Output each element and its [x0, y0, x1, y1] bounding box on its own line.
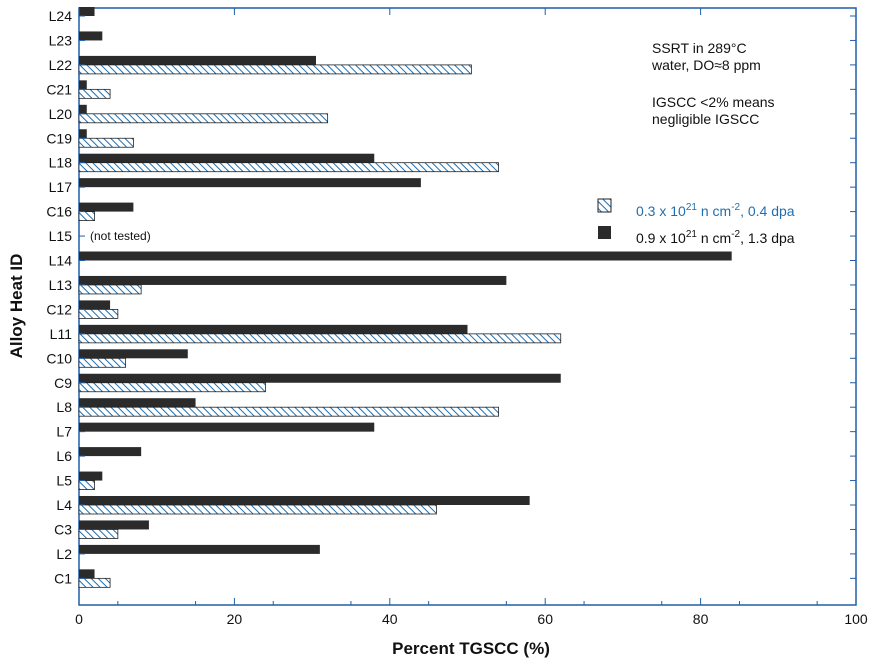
bar-hatched-l20: [78, 113, 329, 124]
legend-swatch-hatched: [597, 198, 612, 213]
y-tick-label-c12: C12: [46, 301, 72, 317]
y-tick-label-l20: L20: [49, 106, 73, 122]
bar-solid-c19: [79, 129, 87, 139]
bar-solid-l14: [79, 251, 732, 261]
bar-hatched-c12: [78, 308, 119, 319]
bar-hatched-c9: [78, 382, 266, 393]
x-tick-label-60: 60: [537, 611, 553, 627]
bar-hatched-c16: [78, 211, 95, 222]
criterion-text-line1: IGSCC <2% means: [652, 94, 775, 110]
bar-hatched-l4: [78, 504, 437, 515]
y-tick-label-c9: C9: [54, 375, 72, 391]
bar-solid-c16: [79, 202, 134, 212]
y-tick-label-l6: L6: [56, 448, 72, 464]
conditions-text-line2: water, DO≈8 ppm: [651, 57, 761, 73]
bar-solid-l23: [79, 31, 103, 41]
y-tick-label-l2: L2: [56, 546, 72, 562]
y-tick-label-l14: L14: [49, 253, 73, 269]
legend-label-high-dose: 0.9 x 1021 n cm-2, 1.3 dpa: [636, 229, 795, 246]
bar-hatched-l22: [78, 64, 472, 75]
bar-solid-l17: [79, 178, 421, 188]
x-tick-label-40: 40: [382, 611, 398, 627]
y-tick-label-l7: L7: [56, 424, 72, 440]
bar-hatched-l18: [78, 162, 499, 173]
bar-solid-c9: [79, 373, 561, 383]
y-tick-label-l5: L5: [56, 473, 72, 489]
x-tick-label-20: 20: [227, 611, 243, 627]
y-tick-label-l11: L11: [50, 326, 73, 342]
legend: 0.3 x 1021 n cm-2, 0.4 dpa 0.9 x 1021 n …: [597, 198, 795, 246]
bar-hatched-c3: [78, 529, 119, 539]
bar-hatched-c10: [78, 357, 127, 368]
bar-solid-c10: [79, 349, 188, 359]
x-tick-label-100: 100: [844, 611, 868, 627]
bar-hatched-l11: [78, 333, 562, 344]
bar-hatched-c19: [78, 137, 134, 148]
bar-solid-l24: [79, 7, 95, 16]
bar-solid-l2: [79, 544, 320, 554]
bar-solid-l11: [79, 324, 468, 334]
y-tick-label-c3: C3: [54, 521, 72, 537]
y-tick-label-l17: L17: [49, 179, 73, 195]
bar-hatched-l13: [78, 284, 142, 295]
y-tick-label-l4: L4: [56, 497, 72, 513]
not-tested-note: (not tested): [90, 229, 151, 243]
bar-solid-l6: [79, 447, 142, 457]
y-tick-label-c1: C1: [54, 570, 72, 586]
y-tick-label-c21: C21: [46, 81, 72, 97]
y-tick-label-l24: L24: [49, 8, 73, 24]
x-ticks-group: 0 20 40 60 80 100: [75, 8, 868, 627]
bar-solid-c12: [79, 300, 111, 310]
y-tick-label-c10: C10: [46, 350, 72, 366]
bar-hatched-l8: [78, 406, 499, 417]
y-tick-label-l15: L15: [49, 228, 73, 244]
y-tick-label-l22: L22: [49, 57, 73, 73]
x-axis-title: Percent TGSCC (%): [392, 639, 550, 658]
legend-swatch-solid: [598, 226, 611, 239]
y-tick-label-l18: L18: [49, 155, 73, 171]
conditions-text-line1: SSRT in 289°C: [652, 40, 747, 56]
y-tick-label-l23: L23: [49, 32, 73, 48]
bar-solid-l20: [79, 104, 87, 114]
bar-solid-l8: [79, 398, 196, 408]
y-tick-label-l8: L8: [56, 399, 72, 415]
y-tick-label-c16: C16: [46, 204, 72, 220]
bar-solid-l22: [79, 55, 316, 65]
bar-hatched-c21: [78, 88, 111, 99]
legend-label-low-dose: 0.3 x 1021 n cm-2, 0.4 dpa: [636, 202, 795, 219]
bar-solid-c3: [79, 520, 149, 530]
bar-solid-l7: [79, 422, 375, 432]
y-ticks-group: L24 L23 L22 C21 L20 C19 L18 L17 C16 L15 L14 L13 C12 L…: [46, 8, 856, 586]
bars-group: [78, 7, 732, 588]
bar-hatched-c1: [78, 577, 111, 588]
y-tick-label-c19: C19: [46, 130, 72, 146]
bar-solid-l4: [79, 496, 530, 505]
bar-solid-l5: [79, 471, 103, 481]
bar-solid-l18: [79, 153, 375, 163]
bar-solid-c21: [79, 80, 87, 90]
y-axis-title: Alloy Heat ID: [7, 254, 26, 359]
y-tick-label-l13: L13: [49, 277, 73, 293]
bar-solid-c1: [79, 569, 95, 579]
bar-hatched-l5: [78, 480, 95, 490]
bar-solid-l13: [79, 275, 507, 285]
x-tick-label-0: 0: [75, 611, 83, 627]
criterion-text-line2: negligible IGSCC: [652, 111, 759, 127]
x-tick-label-80: 80: [693, 611, 709, 627]
